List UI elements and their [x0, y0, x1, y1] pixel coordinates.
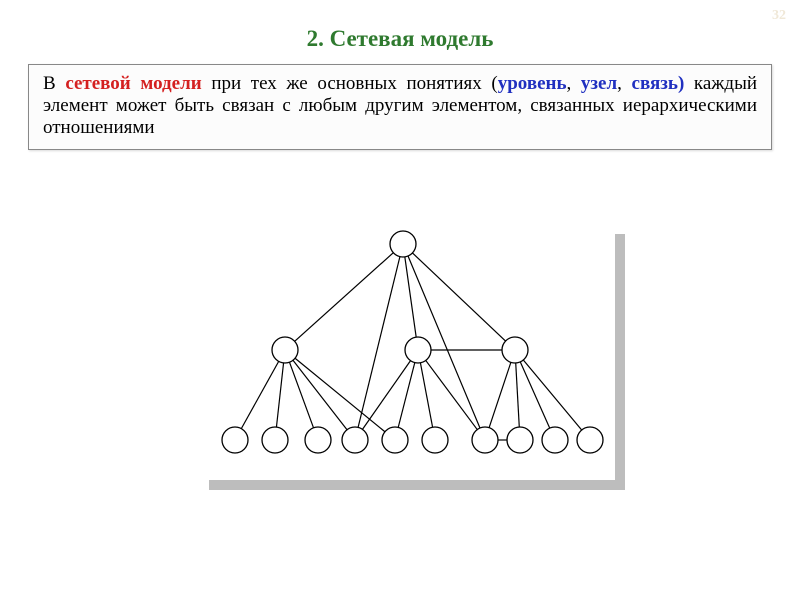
edge: [398, 363, 415, 428]
edge: [412, 253, 505, 341]
def-prefix: В: [43, 73, 65, 94]
def-sep2: ,: [617, 73, 631, 94]
edge: [426, 360, 477, 429]
diagram-shadow-bottom: [209, 480, 625, 490]
node: [222, 427, 248, 453]
definition-text: В сетевой модели при тех же основных пон…: [43, 73, 757, 139]
def-blue1: уровень: [498, 73, 567, 94]
def-blue2: узел: [581, 73, 617, 94]
diagram-shadow-right: [615, 234, 625, 490]
node: [577, 427, 603, 453]
node: [542, 427, 568, 453]
node: [382, 427, 408, 453]
node: [422, 427, 448, 453]
node: [262, 427, 288, 453]
node: [502, 337, 528, 363]
edge: [358, 257, 400, 428]
edge: [276, 363, 283, 427]
node: [507, 427, 533, 453]
node: [342, 427, 368, 453]
node: [305, 427, 331, 453]
def-sep1: ,: [567, 73, 581, 94]
edge: [489, 362, 511, 427]
page-title: 2. Сетевая модель: [0, 0, 800, 64]
node: [472, 427, 498, 453]
page-number: 32: [772, 8, 786, 24]
edge: [295, 253, 394, 342]
def-red-term: сетевой модели: [65, 73, 201, 94]
node: [272, 337, 298, 363]
definition-box: В сетевой модели при тех же основных пон…: [28, 64, 772, 150]
network-svg: [195, 220, 615, 480]
node: [390, 231, 416, 257]
edge: [241, 361, 278, 428]
network-diagram: [195, 220, 625, 490]
edge: [523, 360, 581, 430]
edge: [516, 363, 520, 427]
edge: [520, 362, 549, 428]
edge: [420, 363, 432, 427]
def-mid1: при тех же основных понятиях (: [202, 73, 498, 94]
edge: [405, 257, 416, 337]
edge: [362, 361, 410, 430]
def-blue3: связь: [632, 73, 678, 94]
node: [405, 337, 431, 363]
